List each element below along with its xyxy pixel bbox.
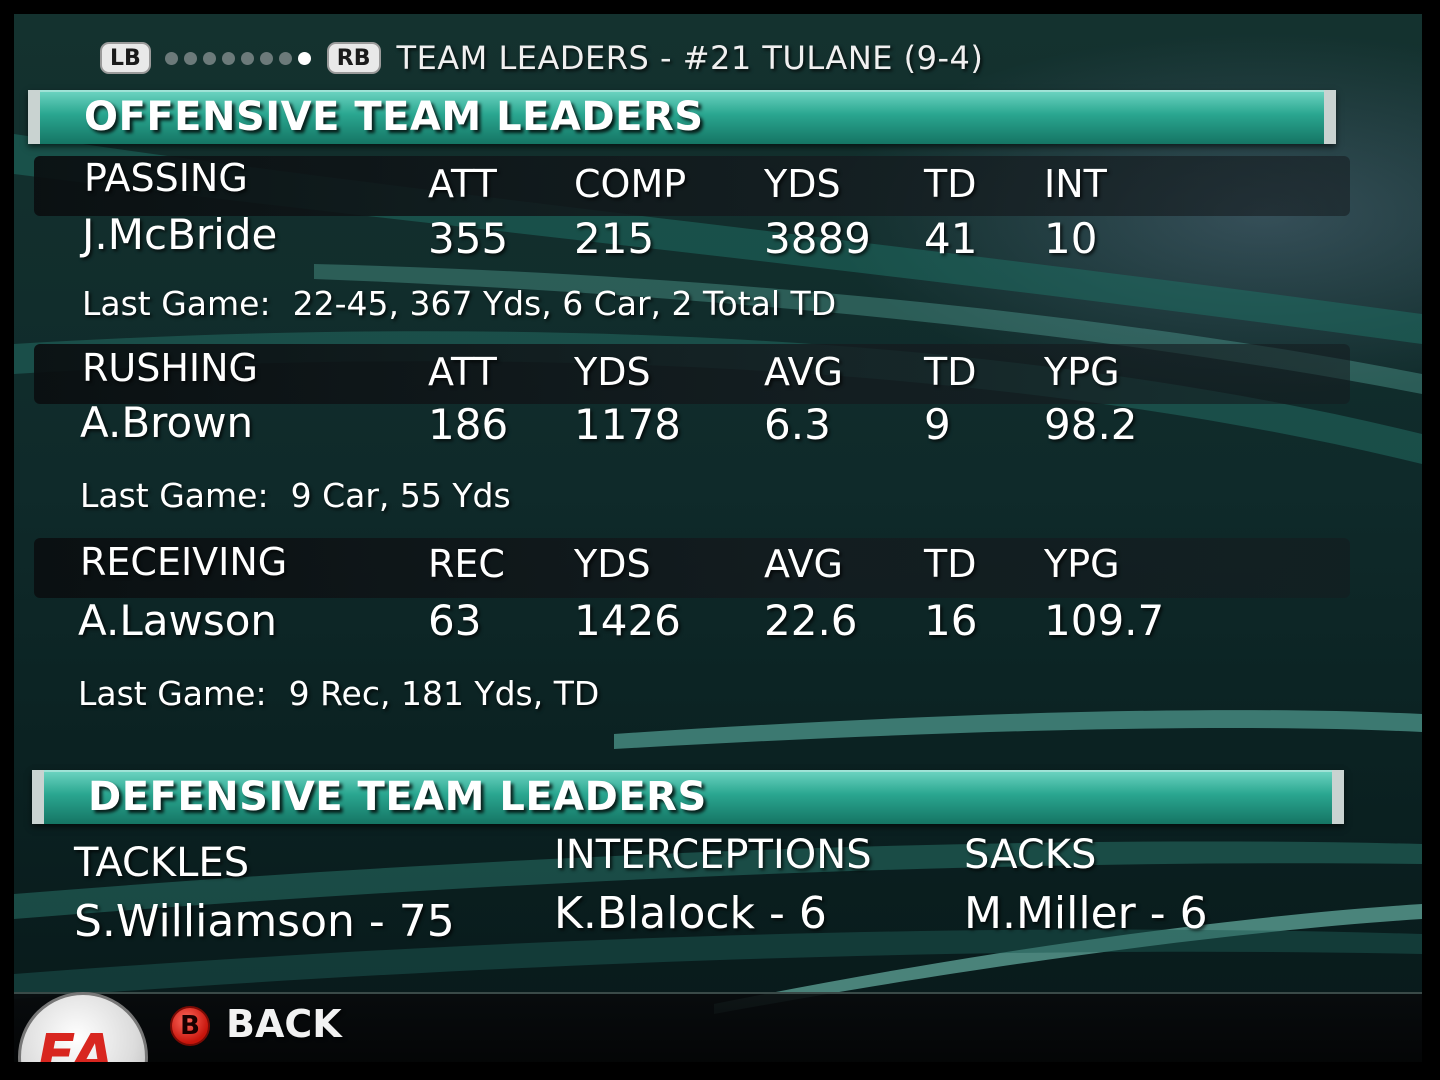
rushing-td-value: 9 — [924, 400, 951, 449]
passing-int-value: 10 — [1044, 214, 1098, 263]
rushing-last-game: Last Game: 9 Car, 55 Yds — [80, 476, 511, 515]
last-game-label: Last Game: — [80, 476, 269, 515]
passing-header-row — [34, 156, 1350, 216]
passing-comp-value: 215 — [574, 214, 655, 263]
interceptions-category-label: INTERCEPTIONS — [554, 832, 872, 878]
receiving-col-ypg: YPG — [1044, 542, 1120, 586]
receiving-leader-name: A.Lawson — [78, 596, 278, 645]
back-button-label[interactable]: BACK — [226, 1002, 342, 1046]
rushing-col-yds: YDS — [574, 350, 651, 394]
rushing-category-label: RUSHING — [82, 346, 258, 390]
page-dot — [183, 51, 197, 65]
passing-last-game: Last Game: 22-45, 367 Yds, 6 Car, 2 Total… — [82, 284, 836, 323]
offensive-leaders-title: OFFENSIVE TEAM LEADERS — [84, 94, 704, 140]
sacks-category-label: SACKS — [964, 832, 1097, 878]
receiving-col-yds: YDS — [574, 542, 651, 586]
rushing-leader-name: A.Brown — [80, 398, 254, 447]
receiving-col-rec: REC — [428, 542, 505, 586]
b-button-icon[interactable]: B — [170, 1006, 210, 1046]
ea-logo-text: EA — [37, 1023, 115, 1062]
page-dot — [240, 51, 254, 65]
page-indicator — [164, 51, 311, 65]
page-title: TEAM LEADERS - #21 TULANE (9-4) — [396, 39, 984, 77]
tackles-leader-block: TACKLES S.Williamson - 75 — [74, 840, 455, 947]
page-dot — [259, 51, 273, 65]
receiving-col-avg: AVG — [764, 542, 844, 586]
interceptions-leader-value: K.Blalock - 6 — [554, 888, 827, 939]
defensive-leaders-banner: DEFENSIVE TEAM LEADERS — [32, 770, 1344, 824]
sacks-leader-value: M.Miller - 6 — [964, 888, 1208, 939]
page-dot — [164, 51, 178, 65]
game-screen: LB RB TEAM LEADERS - #21 TULANE (9-4) OF… — [14, 14, 1422, 1062]
page-dot — [278, 51, 292, 65]
rushing-last-game-value: 9 Car, 55 Yds — [290, 476, 511, 515]
receiving-last-game-value: 9 Rec, 181 Yds, TD — [288, 674, 600, 713]
passing-td-value: 41 — [924, 214, 978, 263]
receiving-rec-value: 63 — [428, 596, 482, 645]
rushing-col-att: ATT — [428, 350, 497, 394]
receiving-last-game: Last Game: 9 Rec, 181 Yds, TD — [78, 674, 599, 713]
defensive-leaders-title: DEFENSIVE TEAM LEADERS — [88, 774, 707, 820]
sacks-leader-block: SACKS M.Miller - 6 — [964, 832, 1208, 939]
receiving-header-row — [34, 538, 1350, 598]
tackles-leader-value: S.Williamson - 75 — [74, 896, 455, 947]
receiving-td-value: 16 — [924, 596, 978, 645]
footer-bar — [14, 992, 1422, 1062]
passing-leader-name: J.McBride — [82, 210, 278, 259]
last-game-label: Last Game: — [82, 284, 271, 323]
passing-col-td: TD — [924, 162, 977, 206]
offensive-leaders-banner: OFFENSIVE TEAM LEADERS — [28, 90, 1336, 144]
rushing-ypg-value: 98.2 — [1044, 400, 1138, 449]
receiving-category-label: RECEIVING — [80, 540, 288, 584]
page-dot — [202, 51, 216, 65]
passing-col-int: INT — [1044, 162, 1107, 206]
passing-last-game-value: 22-45, 367 Yds, 6 Car, 2 Total TD — [292, 284, 837, 323]
last-game-label: Last Game: — [78, 674, 267, 713]
tackles-category-label: TACKLES — [74, 840, 250, 886]
passing-category-label: PASSING — [84, 156, 248, 200]
rushing-col-avg: AVG — [764, 350, 844, 394]
passing-yds-value: 3889 — [764, 214, 871, 263]
rushing-avg-value: 6.3 — [764, 400, 831, 449]
rushing-section: RUSHING ATT YDS AVG TD YPG A.Brown 186 1… — [34, 344, 1350, 524]
rb-bumper-button[interactable]: RB — [326, 42, 381, 74]
screen-header: LB RB TEAM LEADERS - #21 TULANE (9-4) — [100, 36, 983, 80]
passing-col-comp: COMP — [574, 162, 687, 206]
passing-col-att: ATT — [428, 162, 497, 206]
receiving-section: RECEIVING REC YDS AVG TD YPG A.Lawson 63… — [34, 538, 1350, 718]
rushing-col-td: TD — [924, 350, 977, 394]
passing-att-value: 355 — [428, 214, 509, 263]
passing-section: PASSING ATT COMP YDS TD INT J.McBride 35… — [34, 156, 1350, 336]
receiving-ypg-value: 109.7 — [1044, 596, 1165, 645]
rushing-yds-value: 1178 — [574, 400, 681, 449]
rushing-col-ypg: YPG — [1044, 350, 1120, 394]
passing-col-yds: YDS — [764, 162, 841, 206]
receiving-col-td: TD — [924, 542, 977, 586]
page-dot-active — [297, 51, 311, 65]
lb-bumper-button[interactable]: LB — [100, 42, 151, 74]
rushing-header-row — [34, 344, 1350, 404]
page-dot — [221, 51, 235, 65]
rushing-att-value: 186 — [428, 400, 509, 449]
receiving-avg-value: 22.6 — [764, 596, 858, 645]
interceptions-leader-block: INTERCEPTIONS K.Blalock - 6 — [554, 832, 872, 939]
receiving-yds-value: 1426 — [574, 596, 681, 645]
